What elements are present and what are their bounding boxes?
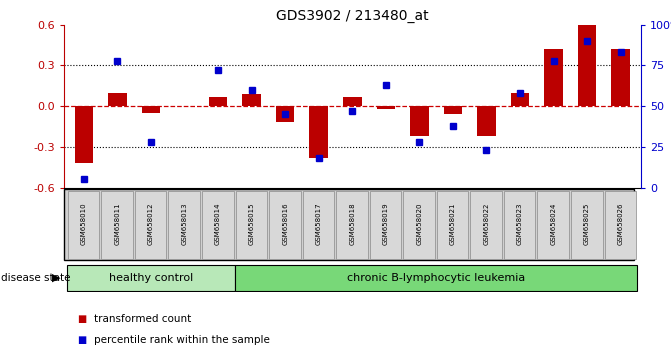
Text: healthy control: healthy control [109, 273, 193, 283]
Text: GSM658022: GSM658022 [484, 202, 489, 245]
Text: GSM658017: GSM658017 [316, 202, 321, 245]
FancyBboxPatch shape [202, 191, 234, 259]
Bar [74, 106, 93, 163]
Bar [376, 106, 395, 109]
Text: GSM658016: GSM658016 [282, 202, 288, 245]
Bar [209, 97, 227, 106]
FancyBboxPatch shape [370, 191, 401, 259]
Bar [108, 93, 127, 106]
FancyBboxPatch shape [68, 191, 99, 259]
Bar [511, 93, 529, 106]
Text: chronic B-lymphocytic leukemia: chronic B-lymphocytic leukemia [347, 273, 525, 283]
FancyBboxPatch shape [470, 191, 502, 259]
FancyBboxPatch shape [101, 191, 133, 259]
Text: disease state: disease state [1, 273, 71, 283]
FancyBboxPatch shape [67, 265, 235, 291]
FancyBboxPatch shape [235, 265, 637, 291]
FancyBboxPatch shape [168, 191, 200, 259]
FancyBboxPatch shape [135, 191, 166, 259]
Bar [242, 94, 261, 106]
Text: ■: ■ [77, 335, 87, 345]
Text: GDS3902 / 213480_at: GDS3902 / 213480_at [276, 9, 429, 23]
Text: GSM658025: GSM658025 [584, 202, 590, 245]
Bar [410, 106, 429, 136]
FancyBboxPatch shape [537, 191, 569, 259]
Bar [611, 49, 630, 106]
Text: percentile rank within the sample: percentile rank within the sample [94, 335, 270, 345]
Bar [142, 106, 160, 113]
FancyBboxPatch shape [303, 191, 334, 259]
Text: GSM658010: GSM658010 [81, 202, 87, 245]
Text: GSM658019: GSM658019 [383, 202, 389, 245]
Bar [444, 106, 462, 114]
FancyBboxPatch shape [269, 191, 301, 259]
Text: ■: ■ [77, 314, 87, 324]
Text: ▶: ▶ [52, 273, 60, 283]
Bar [309, 106, 328, 158]
Bar [578, 25, 597, 106]
Text: GSM658021: GSM658021 [450, 202, 456, 245]
FancyBboxPatch shape [437, 191, 468, 259]
Bar [544, 49, 563, 106]
FancyBboxPatch shape [571, 191, 603, 259]
Text: GSM658024: GSM658024 [551, 202, 556, 245]
Text: GSM658020: GSM658020 [417, 202, 422, 245]
Text: GSM658018: GSM658018 [350, 202, 355, 245]
Text: GSM658015: GSM658015 [249, 202, 254, 245]
FancyBboxPatch shape [605, 191, 636, 259]
Text: GSM658011: GSM658011 [115, 202, 120, 245]
Bar [276, 106, 295, 122]
Text: GSM658023: GSM658023 [517, 202, 523, 245]
FancyBboxPatch shape [403, 191, 435, 259]
Text: transformed count: transformed count [94, 314, 191, 324]
Text: GSM658026: GSM658026 [618, 202, 623, 245]
FancyBboxPatch shape [236, 191, 267, 259]
FancyBboxPatch shape [336, 191, 368, 259]
Text: GSM658013: GSM658013 [182, 202, 187, 245]
Text: GSM658014: GSM658014 [215, 202, 221, 245]
Bar [477, 106, 496, 136]
FancyBboxPatch shape [64, 189, 634, 260]
Text: GSM658012: GSM658012 [148, 202, 154, 245]
FancyBboxPatch shape [504, 191, 535, 259]
Bar [343, 97, 362, 106]
